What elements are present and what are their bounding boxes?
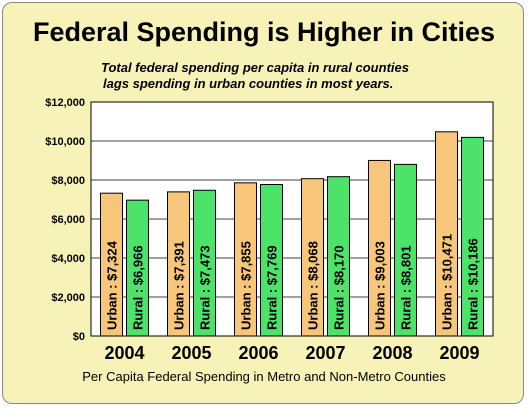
urban-bar [301, 178, 324, 337]
urban-bar-label: Urban : $7,391 [172, 241, 187, 330]
urban-bar-label: Urban : $10,471 [440, 234, 455, 330]
y-tick-label: $2,000 [51, 292, 85, 304]
chart-subtitle: Total federal spending per capita in rur… [101, 60, 461, 92]
chart-title: Federal Spending is Higher in Cities [32, 17, 496, 47]
x-tick-label: 2005 [171, 343, 211, 363]
x-tick-label: 2008 [372, 343, 412, 363]
urban-bar-label: Urban : $9,003 [373, 241, 388, 330]
y-tick-label: $0 [73, 331, 85, 343]
rural-bar-label: Rural : $8,170 [332, 245, 347, 330]
chart-frame: Federal Spending is Higher in Cities Tot… [2, 2, 524, 404]
urban-bar [167, 191, 190, 337]
y-tick-label: $8,000 [51, 175, 85, 187]
subtitle-line-1: Total federal spending per capita in rur… [101, 60, 409, 75]
rural-bar-label: Rural : $7,769 [265, 245, 280, 330]
y-tick-label: $4,000 [51, 253, 85, 265]
y-tick-label: $12,000 [45, 97, 85, 109]
bar-chart: $0 $2,000 $4,000 $6,000 $8,000 $10,000 $12,000… [45, 97, 494, 363]
rural-bar [260, 184, 283, 337]
x-tick-label: 2009 [439, 343, 479, 363]
y-tick-label: $10,000 [45, 136, 85, 148]
rural-bar [461, 136, 484, 337]
urban-bar-label: Urban : $7,855 [239, 241, 254, 330]
x-axis-label: Per Capita Federal Spending in Metro and… [82, 369, 446, 384]
rural-bar [394, 163, 417, 337]
urban-bar [100, 192, 123, 337]
x-tick-label: 2007 [305, 343, 345, 363]
rural-bar-label: Rural : $8,801 [399, 245, 414, 330]
urban-bar [435, 131, 458, 337]
x-tick-label: 2004 [104, 343, 144, 363]
rural-bar-label: Rural : $10,186 [466, 238, 481, 330]
rural-bar [193, 189, 216, 337]
subtitle-line-2: lags spending in urban counties in most … [103, 76, 394, 91]
rural-bar-label: Rural : $7,473 [198, 245, 213, 330]
urban-bar [234, 182, 257, 337]
urban-bar [368, 159, 391, 337]
y-tick-label: $6,000 [51, 214, 85, 226]
x-tick-label: 2006 [238, 343, 278, 363]
urban-bar-label: Urban : $8,068 [306, 241, 321, 330]
rural-bar [327, 176, 350, 337]
rural-bar-label: Rural : $6,966 [131, 245, 146, 330]
rural-bar [126, 199, 149, 337]
urban-bar-label: Urban : $7,324 [105, 240, 120, 330]
